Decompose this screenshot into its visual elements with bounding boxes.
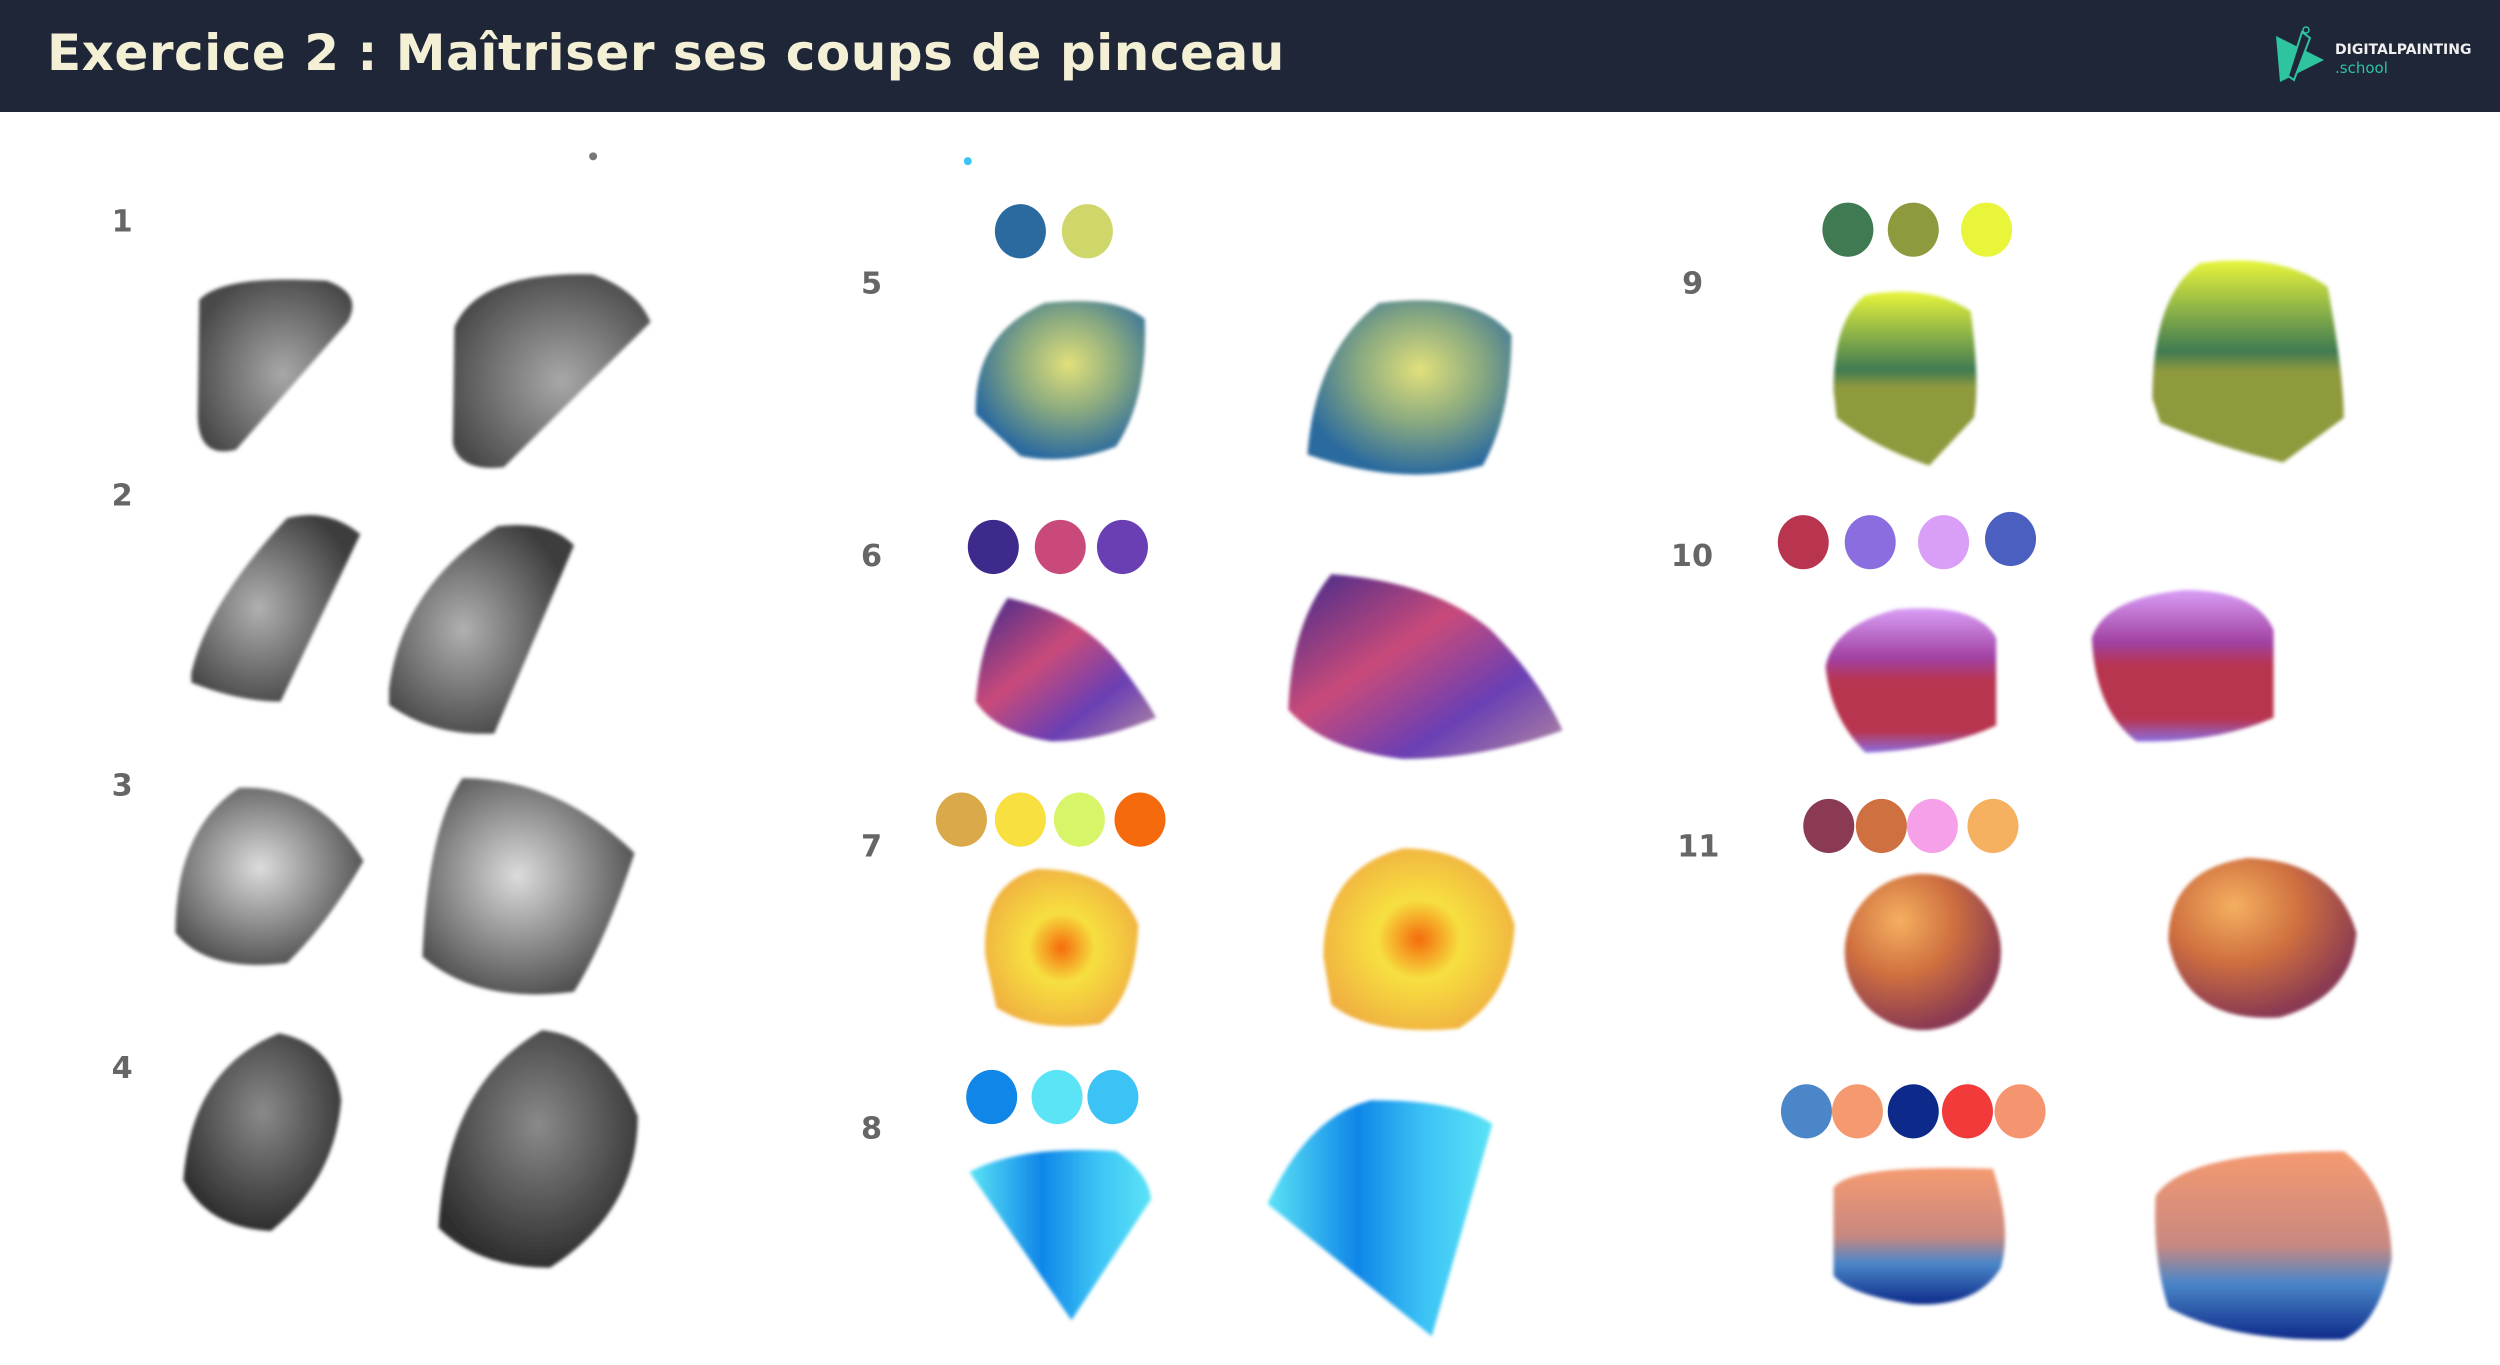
shape-4-sketch: [183, 1033, 342, 1231]
palette-swatch: [1918, 515, 1970, 570]
shape-11-sketch: [1844, 873, 2001, 1031]
shape-2-sketch: [191, 515, 361, 702]
exercise-number: 8: [861, 1111, 882, 1146]
exercise-number: 3: [112, 769, 133, 804]
color-palettes: [935, 202, 2046, 1139]
shape-10-sketch: [1825, 608, 1997, 753]
shape-9-sketch: [1833, 291, 1977, 466]
exercise-number: 7: [861, 829, 882, 864]
palette-swatch: [1994, 1084, 2046, 1139]
exercise-numbers: 1 2 3 4 5 6 7 8 9 10 11: [112, 204, 1720, 1146]
palette-swatch: [1961, 202, 2013, 257]
shape-3-final: [422, 778, 635, 995]
palette-swatch: [1887, 202, 1939, 257]
shape-8-final: [1267, 1100, 1493, 1337]
palette-swatch: [966, 1069, 1018, 1125]
shape-7-sketch: [984, 869, 1139, 1027]
palette-swatch: [967, 519, 1019, 575]
palette-swatch: [1780, 1084, 1832, 1139]
palette-swatch: [1114, 792, 1166, 847]
brush-logo-icon: [2276, 26, 2324, 82]
exercise-number: 9: [1682, 266, 1703, 301]
logo-suffix: .school: [2335, 59, 2388, 77]
shape-1-sketch: [197, 279, 353, 452]
shape-8-sketch: [969, 1150, 1152, 1321]
shape-5-final: [1307, 300, 1512, 475]
palette-swatch: [1053, 792, 1105, 847]
shape-6-sketch: [975, 597, 1156, 742]
palette-swatch: [1031, 1069, 1083, 1125]
palette-swatch: [1855, 798, 1907, 854]
exercise-number: 11: [1677, 829, 1719, 864]
palette-swatch: [1061, 204, 1113, 259]
logo: DIGITALPAINTING .school: [2272, 26, 2482, 88]
palette-swatch: [1096, 519, 1148, 575]
shape-12-final: [2155, 1151, 2392, 1340]
palette-swatch: [994, 204, 1046, 259]
shape-11-final: [2168, 857, 2357, 1018]
shape-3-sketch: [175, 787, 364, 965]
exercise-number: 10: [1671, 539, 1713, 574]
exercise-number: 4: [112, 1051, 133, 1086]
palette-swatch: [1906, 798, 1958, 854]
palette-swatch: [1844, 515, 1896, 570]
exercise-number: 6: [861, 539, 882, 574]
palette-swatch: [1087, 1069, 1139, 1125]
logo-name: DIGITALPAINTING: [2335, 42, 2472, 58]
shape-10-final: [2091, 590, 2274, 742]
shape-7-final: [1323, 848, 1515, 1031]
painted-shapes: [175, 260, 2392, 1340]
palette-swatch: [1887, 1084, 1939, 1139]
stray-dot: [589, 152, 598, 161]
palette-swatch: [935, 792, 987, 847]
header-bar: Exercice 2 : Maîtriser ses coups de pinc…: [0, 0, 2500, 112]
shape-12-sketch: [1833, 1167, 2006, 1305]
palette-swatch: [1985, 511, 2037, 567]
stray-dot: [963, 157, 972, 166]
palette-swatch: [1941, 1084, 1993, 1139]
shape-6-final: [1288, 574, 1563, 760]
page-title: Exercice 2 : Maîtriser ses coups de pinc…: [47, 24, 1285, 82]
palette-swatch: [1822, 202, 1874, 257]
palette-swatch: [1967, 798, 2019, 854]
palette-swatch: [1803, 798, 1855, 854]
palette-swatch: [1831, 1084, 1883, 1139]
palette-swatch: [994, 792, 1046, 847]
exercise-number: 2: [112, 479, 133, 514]
shape-9-final: [2152, 260, 2344, 463]
palette-swatch: [1034, 519, 1086, 575]
palette-swatch: [1777, 515, 1829, 570]
exercise-number: 1: [112, 204, 133, 239]
shape-5-sketch: [975, 301, 1146, 460]
exercise-number: 5: [861, 266, 882, 301]
shape-1-final: [452, 274, 651, 468]
shape-2-final: [389, 524, 574, 734]
shape-4-final: [438, 1030, 638, 1268]
